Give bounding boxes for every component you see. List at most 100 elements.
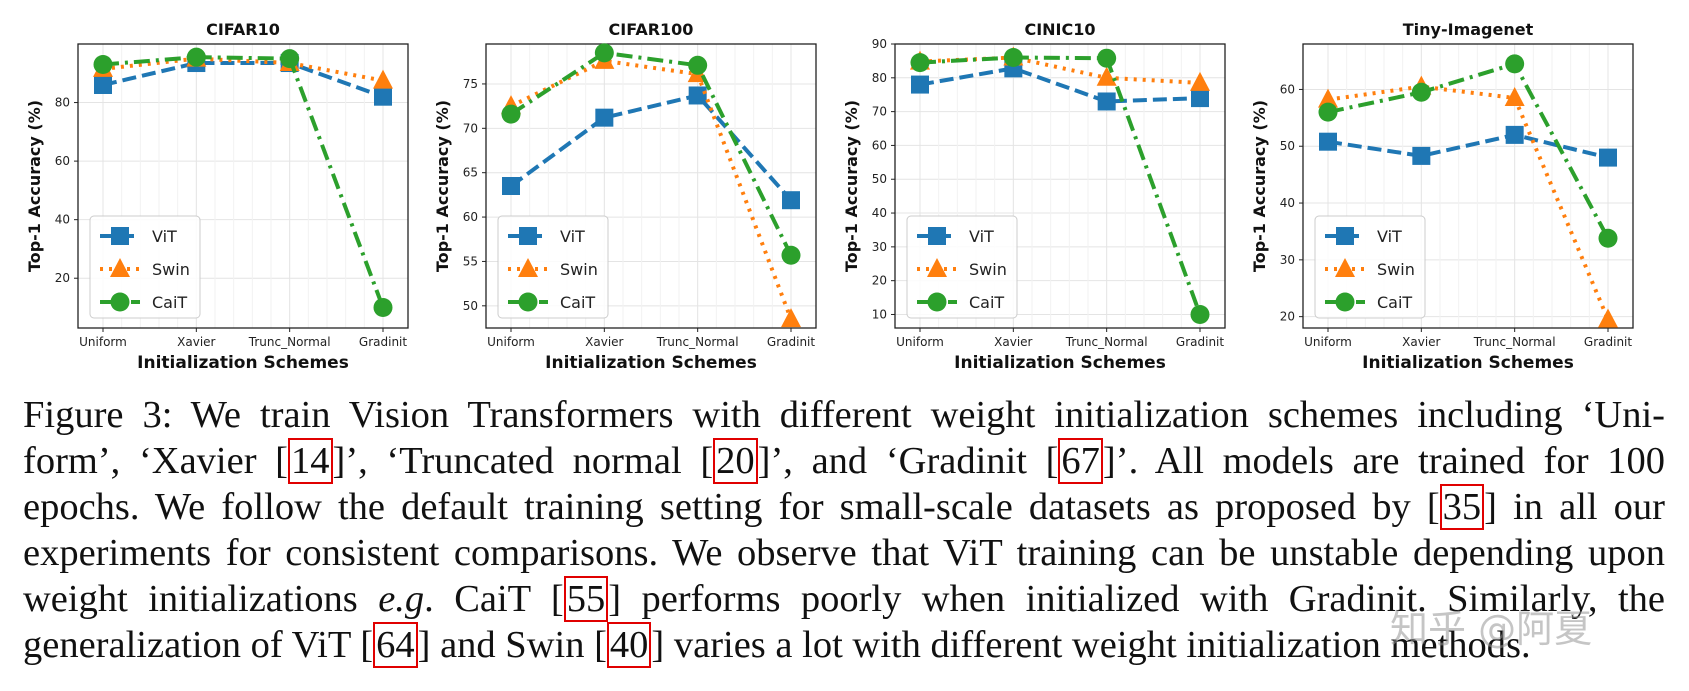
- y-tick-label: 60: [55, 154, 70, 168]
- legend-marker-cait: [518, 292, 538, 312]
- figure-caption: Figure 3: We train Vision Transformers w…: [23, 392, 1665, 668]
- x-tick-label: Gradinit: [1176, 335, 1224, 349]
- data-point-cait: [501, 104, 521, 124]
- y-tick-label: 70: [463, 121, 478, 135]
- y-tick-label: 60: [463, 210, 478, 224]
- y-axis-label: Top-1 Accuracy (%): [1250, 100, 1269, 272]
- y-tick-label: 50: [463, 299, 478, 313]
- series-line-cait: [102, 55, 385, 309]
- citation-link[interactable]: 67: [1058, 438, 1103, 484]
- y-tick-label: 20: [1280, 310, 1295, 324]
- data-point-vit: [911, 75, 929, 94]
- plot-frame: [894, 43, 1226, 329]
- data-point-vit: [688, 86, 707, 105]
- chart-title: CIFAR100: [609, 20, 694, 39]
- x-tick-label: Trunc_Normal: [1065, 335, 1148, 349]
- citation-link[interactable]: 64: [373, 622, 418, 668]
- data-point-vit: [1319, 132, 1337, 151]
- y-tick-label: 60: [872, 138, 887, 152]
- citation-link[interactable]: 40: [606, 622, 652, 668]
- x-tick-label: Trunc_Normal: [1473, 335, 1556, 349]
- legend-label-cait: CaiT: [969, 293, 1004, 312]
- y-tick-label: 80: [55, 96, 70, 110]
- data-point-cait: [93, 54, 113, 74]
- legend-label-cait: CaiT: [560, 293, 595, 312]
- caption-text: . CaiT [: [424, 578, 564, 620]
- x-tick-label: Xavier: [1402, 335, 1440, 349]
- plot-frame: [77, 43, 409, 329]
- data-point-cait: [280, 49, 300, 69]
- data-point-cait: [1411, 82, 1431, 102]
- x-tick-label: Uniform: [79, 335, 127, 349]
- y-tick-label: 20: [55, 271, 70, 285]
- citation-link[interactable]: 20: [713, 438, 758, 484]
- data-point-vit: [1505, 125, 1524, 144]
- data-point-cait: [781, 245, 801, 265]
- y-tick-label: 40: [872, 206, 887, 220]
- legend-marker-cait: [1335, 292, 1355, 312]
- citation-link[interactable]: 55: [563, 576, 609, 622]
- y-tick-label: 70: [872, 105, 887, 119]
- legend-marker-vit: [519, 227, 537, 245]
- data-point-vit: [1191, 89, 1209, 108]
- caption-emphasis: e.g: [378, 578, 425, 620]
- data-point-cait: [1318, 102, 1338, 122]
- y-tick-label: 30: [1280, 253, 1295, 267]
- x-tick-label: Xavier: [994, 335, 1032, 349]
- y-tick-label: 30: [872, 240, 887, 254]
- data-point-swin: [1096, 66, 1117, 86]
- caption-line: generalization of ViT [64] and Swin [40]…: [23, 622, 1665, 668]
- y-tick-label: 55: [463, 254, 478, 268]
- caption-line: weight initializations e.g. CaiT [55] pe…: [23, 576, 1665, 622]
- data-point-vit: [94, 75, 112, 94]
- caption-text: generalization of ViT [: [23, 624, 374, 666]
- y-tick-label: 50: [1280, 139, 1295, 153]
- legend-marker-vit: [928, 227, 946, 245]
- data-point-cait: [1598, 228, 1618, 248]
- data-point-vit: [595, 108, 614, 127]
- chart-panel-2: CIFAR100 50 55 60 65 70 75 Uniform Xavier Trunc_N…: [433, 20, 817, 373]
- caption-text: ] in all our: [1484, 486, 1665, 528]
- legend-label-vit: ViT: [560, 227, 585, 246]
- legend-marker-cait: [927, 292, 947, 312]
- chart-panel-4: Tiny-Imagenet 20 30 40 50 60 Uniform Xavier Trun…: [1250, 20, 1634, 373]
- caption-text: ] and Swin [: [417, 624, 607, 666]
- caption-text: weight initializations: [23, 578, 379, 620]
- series-line-vit: [509, 93, 793, 202]
- x-tick-label: Uniform: [1304, 335, 1352, 349]
- series-line-vit: [919, 66, 1201, 104]
- y-tick-label: 40: [55, 213, 70, 227]
- legend-label-swin: Swin: [152, 260, 190, 279]
- series-line-cait: [509, 50, 793, 257]
- citation-link[interactable]: 35: [1439, 484, 1485, 530]
- x-tick-label: Gradinit: [767, 335, 815, 349]
- y-axis-label: Top-1 Accuracy (%): [433, 100, 452, 272]
- x-tick-label: Gradinit: [359, 335, 407, 349]
- data-point-vit: [782, 191, 800, 210]
- chart-title: CINIC10: [1024, 20, 1095, 39]
- citation-link[interactable]: 14: [288, 438, 333, 484]
- x-axis-label: Initialization Schemes: [954, 353, 1166, 373]
- caption-text: ]’. All models are trained for 100: [1102, 440, 1665, 482]
- series-line-swin: [1327, 84, 1610, 321]
- y-tick-label: 90: [872, 37, 887, 51]
- y-tick-label: 75: [463, 77, 478, 91]
- x-tick-label: Trunc_Normal: [656, 335, 739, 349]
- legend-marker-swin: [1335, 258, 1355, 277]
- data-point-swin: [1190, 71, 1210, 91]
- y-tick-label: 60: [1280, 82, 1295, 96]
- legend-marker-swin: [927, 258, 947, 277]
- chart-panel-1: CIFAR10 20 40 60 80 Uniform Xavier Trunc_Normal…: [25, 20, 409, 373]
- x-axis-label: Initialization Schemes: [137, 353, 349, 373]
- x-tick-label: Gradinit: [1584, 335, 1632, 349]
- chart-title: CIFAR10: [206, 20, 280, 39]
- data-point-cait: [373, 298, 393, 318]
- legend-marker-vit: [1336, 227, 1354, 245]
- legend-marker-swin: [518, 258, 538, 277]
- data-point-vit: [1097, 92, 1116, 111]
- x-tick-label: Xavier: [585, 335, 623, 349]
- legend-label-vit: ViT: [152, 227, 177, 246]
- legend-label-swin: Swin: [969, 260, 1007, 279]
- data-point-swin: [781, 308, 801, 328]
- y-axis-label: Top-1 Accuracy (%): [842, 100, 861, 272]
